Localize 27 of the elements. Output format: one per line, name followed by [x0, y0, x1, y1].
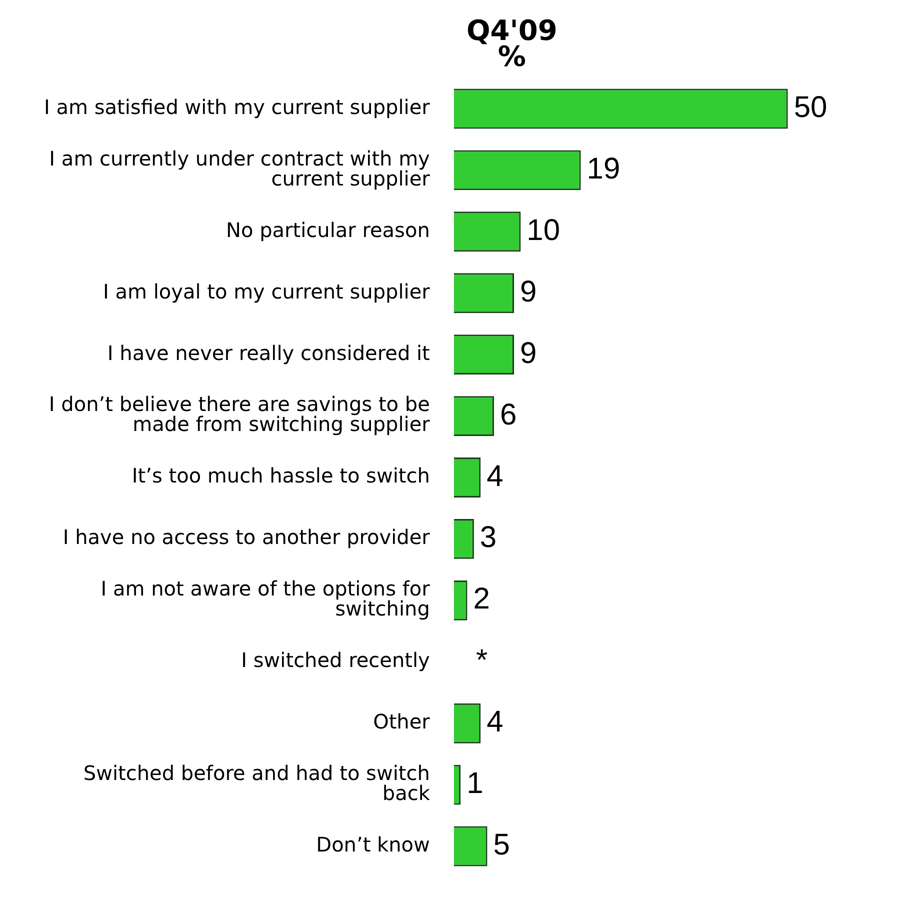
data-label: 50 [794, 90, 828, 124]
data-label: 1 [466, 767, 484, 800]
data-label: 9 [520, 336, 537, 370]
data-label: 5 [493, 828, 510, 862]
data-label: 3 [480, 521, 497, 554]
data-label: 10 [526, 214, 560, 247]
chart-subtitle: % [498, 40, 526, 73]
data-label: 19 [586, 152, 620, 186]
data-label: 9 [520, 275, 537, 308]
y-tick-label: Switched before and had to switch back [83, 761, 430, 806]
y-tick-label: I am loyal to my current supplier [102, 279, 431, 304]
y-tick-label: No particular reason [226, 218, 430, 242]
y-tick-label: I am not aware of the options for switching [100, 576, 431, 621]
y-tick-label: I don’t believe there are savings to be made from switching supplier [48, 392, 431, 436]
text: * [476, 644, 488, 678]
y-tick-label: I have never really considered it [107, 340, 430, 365]
data-label: 6 [500, 398, 517, 432]
data-label: 4 [486, 706, 504, 739]
y-tick-label: Other [373, 710, 431, 734]
y-tick-label: I switched recently [241, 648, 430, 672]
y-tick-label: I have no access to another provider [62, 525, 431, 550]
data-label: 2 [473, 582, 490, 616]
data-label: 4 [486, 460, 504, 493]
y-tick-label: It’s too much hassle to switch [132, 464, 430, 488]
y-tick-label: Don’t know [316, 832, 430, 856]
y-tick-label: I am currently under contract with my current supplier [49, 146, 431, 190]
y-tick-label: I am satisfied with my current supplier [44, 94, 431, 119]
